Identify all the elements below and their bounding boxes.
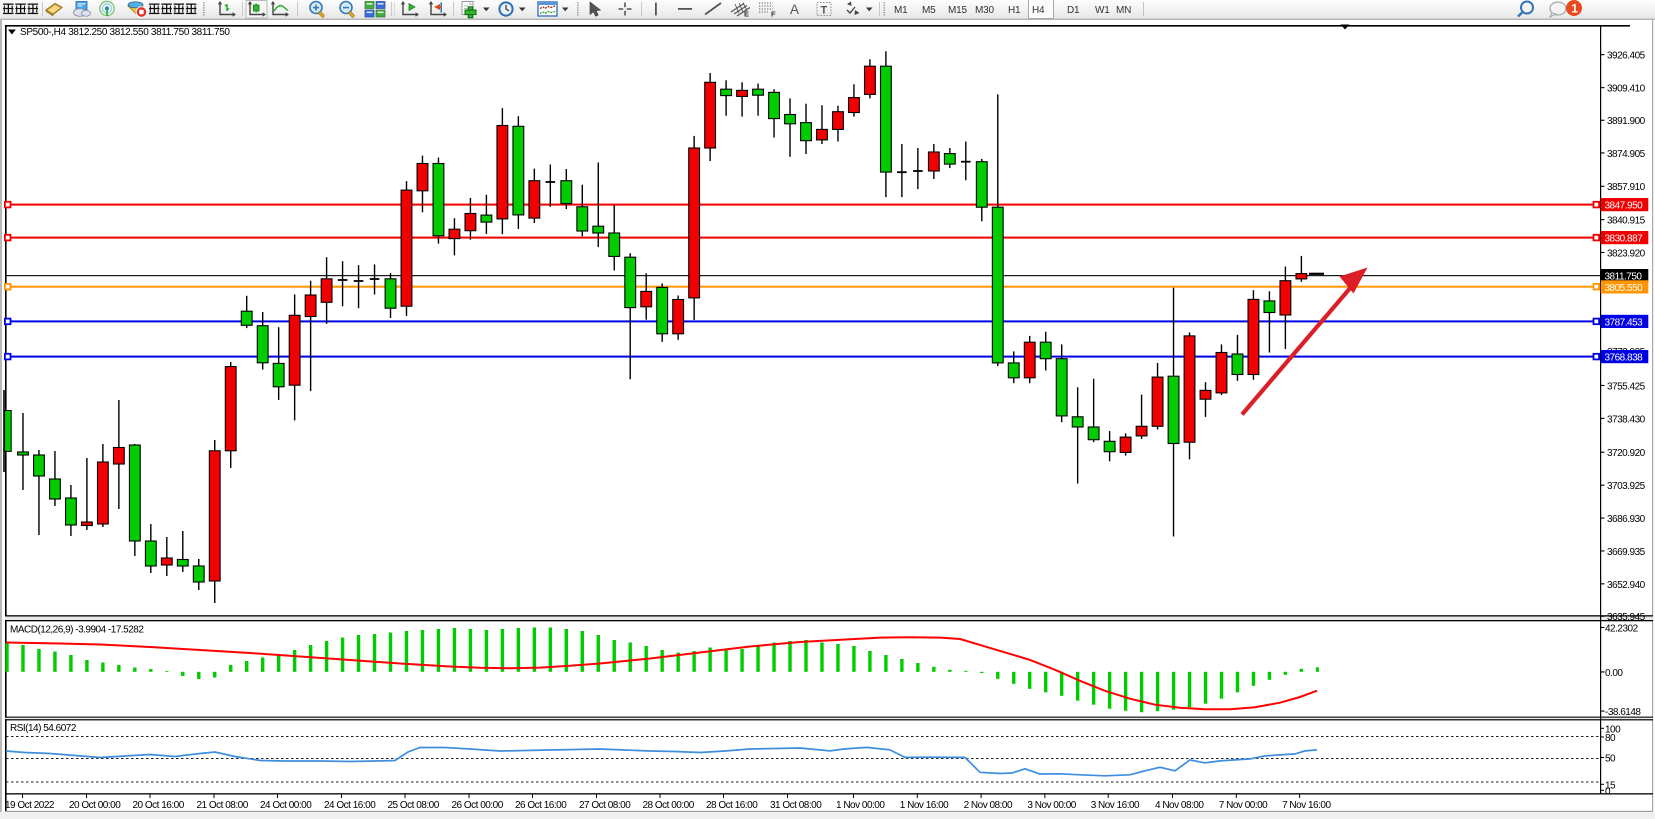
svg-text:7 Nov 16:00: 7 Nov 16:00 xyxy=(1282,800,1331,811)
svg-text:26 Oct 00:00: 26 Oct 00:00 xyxy=(452,800,504,811)
svg-text:3805.550: 3805.550 xyxy=(1605,283,1644,294)
svg-text:25 Oct 08:00: 25 Oct 08:00 xyxy=(388,800,440,811)
svg-text:T: T xyxy=(821,5,828,17)
svg-text:1 Nov 00:00: 1 Nov 00:00 xyxy=(836,800,885,811)
svg-text:3874.905: 3874.905 xyxy=(1607,149,1646,160)
svg-text:50: 50 xyxy=(1605,754,1616,765)
svg-text:3857.910: 3857.910 xyxy=(1607,182,1646,193)
svg-text:42.2302: 42.2302 xyxy=(1605,624,1639,635)
svg-text:3823.920: 3823.920 xyxy=(1607,248,1646,259)
svg-text:7 Nov 00:00: 7 Nov 00:00 xyxy=(1219,800,1268,811)
svg-text:3840.915: 3840.915 xyxy=(1607,216,1646,227)
svg-text:19 Oct 2022: 19 Oct 2022 xyxy=(5,800,55,811)
svg-text:24 Oct 16:00: 24 Oct 16:00 xyxy=(324,800,376,811)
svg-text:3 Nov 16:00: 3 Nov 16:00 xyxy=(1091,800,1140,811)
svg-text:28 Oct 16:00: 28 Oct 16:00 xyxy=(706,800,758,811)
svg-text:31 Oct 08:00: 31 Oct 08:00 xyxy=(770,800,822,811)
svg-text:3755.425: 3755.425 xyxy=(1607,381,1646,392)
svg-text:SP500-,H4 3812.250 3812.550 3: SP500-,H4 3812.250 3812.550 3811.750 381… xyxy=(20,27,230,38)
svg-text:27 Oct 08:00: 27 Oct 08:00 xyxy=(579,800,631,811)
svg-text:20 Oct 16:00: 20 Oct 16:00 xyxy=(133,800,185,811)
svg-text:A: A xyxy=(790,2,799,17)
svg-text:E: E xyxy=(744,10,749,19)
svg-text:MACD(12,26,9) -3.9904 -17.5282: MACD(12,26,9) -3.9904 -17.5282 xyxy=(10,625,144,636)
svg-text:3811.750: 3811.750 xyxy=(1605,272,1643,283)
svg-text:3686.930: 3686.930 xyxy=(1607,514,1646,525)
svg-text:1: 1 xyxy=(1571,1,1578,15)
svg-text:80: 80 xyxy=(1605,733,1616,744)
svg-text:26 Oct 16:00: 26 Oct 16:00 xyxy=(515,800,567,811)
svg-text:-38.6148: -38.6148 xyxy=(1605,707,1641,718)
svg-text:3652.940: 3652.940 xyxy=(1607,580,1646,591)
svg-text:3909.410: 3909.410 xyxy=(1607,84,1646,95)
svg-text:3847.950: 3847.950 xyxy=(1605,201,1644,212)
svg-text:3669.935: 3669.935 xyxy=(1607,547,1646,558)
svg-text:3720.920: 3720.920 xyxy=(1607,448,1646,459)
svg-text:3703.925: 3703.925 xyxy=(1607,481,1646,492)
svg-text:RSI(14) 54.6072: RSI(14) 54.6072 xyxy=(10,723,77,734)
svg-text:3635.945: 3635.945 xyxy=(1607,612,1646,623)
svg-text:100: 100 xyxy=(1605,724,1621,735)
svg-text:20 Oct 00:00: 20 Oct 00:00 xyxy=(69,800,121,811)
svg-text:0.00: 0.00 xyxy=(1605,668,1623,679)
svg-text:3926.405: 3926.405 xyxy=(1607,51,1646,62)
svg-text:2 Nov 08:00: 2 Nov 08:00 xyxy=(964,800,1013,811)
svg-text:F: F xyxy=(771,10,776,19)
svg-text:3891.900: 3891.900 xyxy=(1607,116,1646,127)
svg-text:24 Oct 00:00: 24 Oct 00:00 xyxy=(260,800,312,811)
svg-text:4 Nov 08:00: 4 Nov 08:00 xyxy=(1155,800,1204,811)
svg-text:3768.838: 3768.838 xyxy=(1605,353,1644,364)
svg-text:3830.887: 3830.887 xyxy=(1605,234,1644,245)
svg-text:1 Nov 16:00: 1 Nov 16:00 xyxy=(900,800,949,811)
svg-text:0: 0 xyxy=(1605,786,1611,797)
svg-text:3 Nov 00:00: 3 Nov 00:00 xyxy=(1027,800,1076,811)
svg-text:15: 15 xyxy=(1605,780,1616,791)
svg-text:28 Oct 00:00: 28 Oct 00:00 xyxy=(643,800,695,811)
svg-text:21 Oct 08:00: 21 Oct 08:00 xyxy=(197,800,249,811)
svg-text:3787.453: 3787.453 xyxy=(1605,318,1644,329)
svg-text:3738.430: 3738.430 xyxy=(1607,414,1646,425)
